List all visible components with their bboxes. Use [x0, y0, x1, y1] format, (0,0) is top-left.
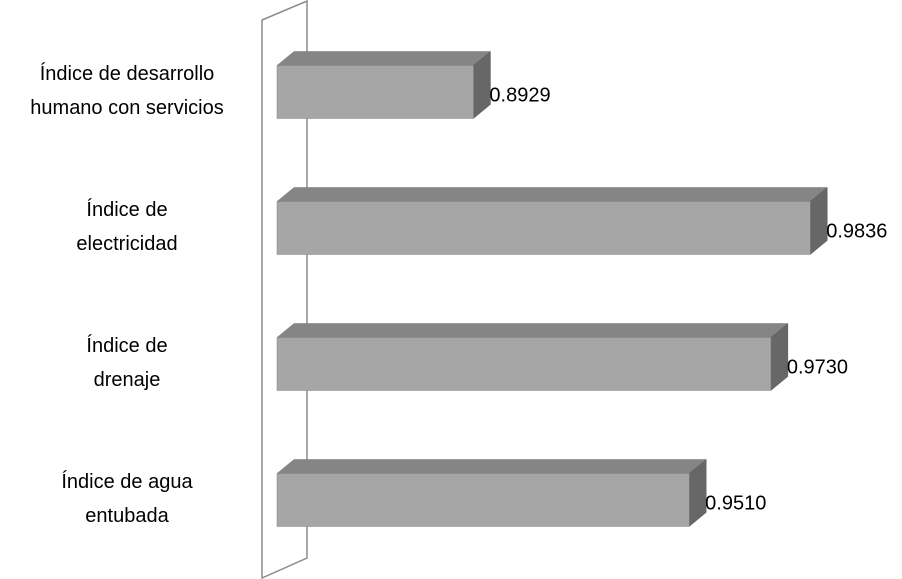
value-label: 0.8929 [489, 84, 550, 106]
back-wall [261, 0, 308, 579]
category-label: Índice de agua entubada [61, 470, 193, 527]
category-label-line: drenaje [94, 369, 161, 391]
category-label-line: Índice de [86, 198, 167, 221]
bar-top [276, 187, 828, 202]
category-label: Índice de drenaje [86, 334, 167, 391]
bar [276, 458, 707, 528]
category-label-line: electricidad [76, 233, 177, 255]
value-label: 0.9510 [705, 492, 766, 514]
bar-front [276, 473, 690, 527]
bar-front [276, 65, 474, 119]
bar-top [276, 51, 492, 66]
bar-front [276, 201, 811, 255]
category-label-line: humano con servicios [30, 97, 223, 119]
bar [276, 322, 789, 392]
category-label-line: entubada [85, 505, 169, 527]
bar-top [276, 459, 707, 474]
category-label: Índice de desarrollo humano con servicios [30, 62, 223, 119]
value-label: 0.9730 [787, 356, 848, 378]
category-label-line: Índice de desarrollo [40, 62, 215, 85]
value-label: 0.9836 [826, 220, 887, 242]
bar [276, 186, 828, 256]
category-label: Índice de electricidad [76, 198, 177, 255]
category-label-line: Índice de [86, 334, 167, 357]
bar-front [276, 337, 772, 391]
bar-top [276, 323, 789, 338]
category-label-line: Índice de agua [61, 470, 193, 493]
bar [276, 50, 492, 120]
